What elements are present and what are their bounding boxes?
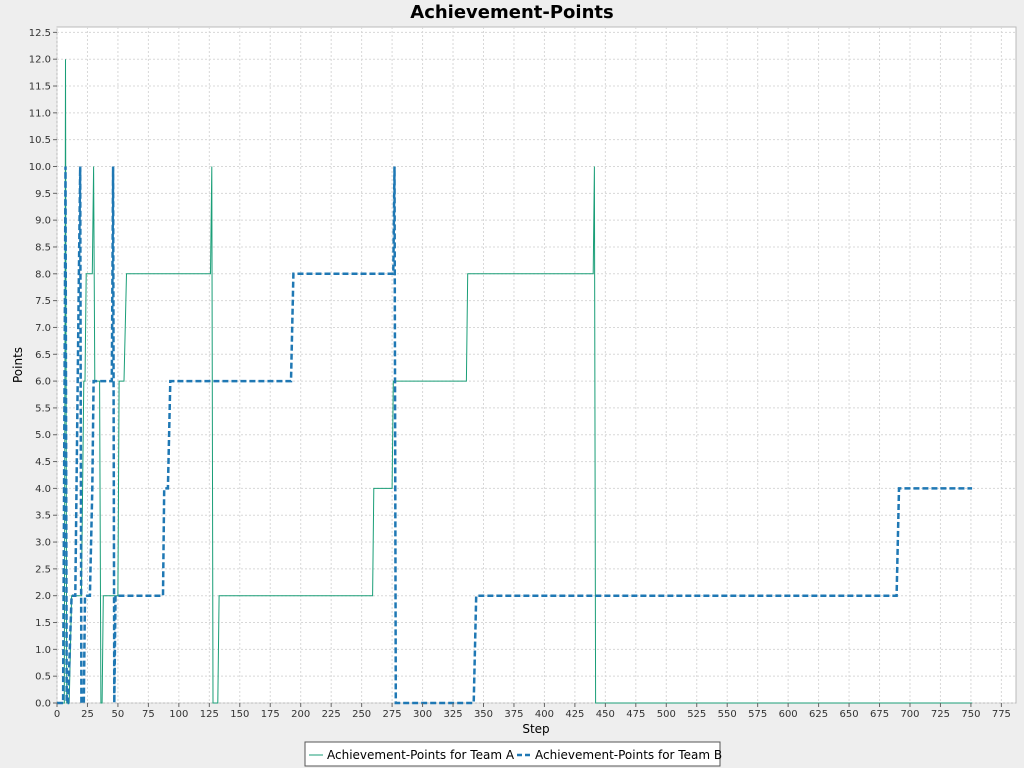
y-axis-ticks: 0.0 0.5 1.0 1.5 2.0 2.5 3.0 3.5 4.0 4.5 5.0 5.5 6.0 6… [29, 28, 57, 710]
y-tick-label: 4.5 [35, 457, 51, 468]
y-tick-label: 9.5 [35, 189, 51, 200]
y-tick-label: 6.0 [35, 377, 51, 388]
y-tick-label: 8.5 [35, 242, 51, 253]
x-tick-label: 50 [112, 709, 125, 720]
x-tick-label: 325 [443, 709, 462, 720]
y-tick-label: 9.0 [35, 216, 51, 227]
x-tick-label: 275 [383, 709, 402, 720]
x-tick-label: 725 [931, 709, 950, 720]
x-tick-label: 775 [992, 709, 1011, 720]
chart-title: Achievement-Points [410, 2, 613, 23]
x-tick-label: 425 [565, 709, 584, 720]
x-tick-label: 600 [779, 709, 798, 720]
y-tick-label: 11.5 [29, 82, 51, 93]
y-tick-label: 11.0 [29, 108, 51, 119]
legend: Achievement-Points for Team A Achievemen… [304, 741, 722, 767]
x-tick-label: 225 [322, 709, 341, 720]
x-tick-label: 625 [809, 709, 828, 720]
y-tick-label: 12.5 [29, 28, 51, 39]
series-line-team-a [57, 59, 973, 704]
x-tick-label: 650 [840, 709, 859, 720]
x-tick-label: 700 [900, 709, 919, 720]
x-tick-label: 550 [718, 709, 737, 720]
x-axis-ticks: 0 25 50 75 100 125 150 175 200 225 250 275 300 325 350… [54, 703, 1011, 720]
x-tick-label: 200 [291, 709, 310, 720]
x-tick-label: 675 [870, 709, 889, 720]
legend-box [304, 741, 721, 767]
y-tick-label: 10.0 [29, 162, 51, 173]
plot-area [56, 26, 1017, 704]
y-tick-label: 1.5 [35, 618, 51, 629]
x-tick-label: 375 [504, 709, 523, 720]
x-tick-label: 400 [535, 709, 554, 720]
x-tick-label: 450 [596, 709, 615, 720]
y-tick-label: 8.0 [35, 269, 51, 280]
y-tick-label: 6.5 [35, 350, 51, 361]
x-tick-label: 150 [230, 709, 249, 720]
y-tick-label: 3.0 [35, 538, 51, 549]
x-tick-label: 100 [169, 709, 188, 720]
x-tick-label: 125 [200, 709, 219, 720]
y-axis-label: Points [11, 347, 25, 383]
y-tick-label: 2.0 [35, 591, 51, 602]
y-tick-label: 7.0 [35, 323, 51, 334]
y-tick-label: 10.5 [29, 135, 51, 146]
y-tick-label: 12.0 [29, 55, 51, 66]
y-tick-label: 0.5 [35, 672, 51, 683]
y-tick-label: 3.5 [35, 511, 51, 522]
y-tick-label: 7.5 [35, 296, 51, 307]
x-tick-label: 500 [657, 709, 676, 720]
x-tick-label: 250 [352, 709, 371, 720]
grid [56, 27, 1016, 704]
y-tick-label: 1.0 [35, 645, 51, 656]
y-tick-label: 2.5 [35, 564, 51, 575]
x-tick-label: 475 [626, 709, 645, 720]
y-tick-label: 0.0 [35, 699, 51, 710]
x-tick-label: 525 [687, 709, 706, 720]
x-tick-label: 350 [474, 709, 493, 720]
x-tick-label: 175 [261, 709, 280, 720]
x-tick-label: 575 [748, 709, 767, 720]
x-tick-label: 75 [142, 709, 155, 720]
x-tick-label: 0 [54, 709, 60, 720]
legend-label-team-a: Achievement-Points for Team A [327, 748, 515, 762]
series-layer [57, 59, 973, 705]
x-tick-label: 25 [81, 709, 94, 720]
y-tick-label: 4.0 [35, 484, 51, 495]
x-tick-label: 300 [413, 709, 432, 720]
y-tick-label: 5.5 [35, 403, 51, 414]
y-tick-label: 5.0 [35, 430, 51, 441]
x-axis-label: Step [522, 722, 549, 736]
series-line-team-b [57, 166, 973, 705]
legend-label-team-b: Achievement-Points for Team B [535, 748, 722, 762]
x-tick-label: 750 [961, 709, 980, 720]
